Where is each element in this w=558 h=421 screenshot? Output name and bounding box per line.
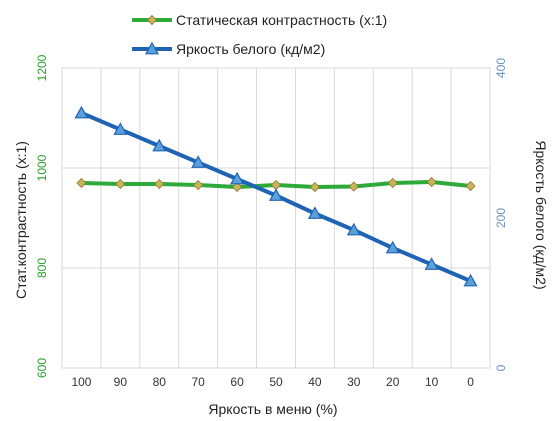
x-tick-label: 10 <box>425 375 439 389</box>
x-tick-label: 90 <box>114 375 128 389</box>
series-1-point <box>76 177 87 189</box>
series-1-point <box>193 179 204 191</box>
x-tick-label: 80 <box>153 375 167 389</box>
legend-marker-2 <box>144 41 160 55</box>
series-2-point <box>463 273 478 287</box>
legend: Статическая контрастность (x:1) Яркость б… <box>132 12 387 57</box>
series-1-point <box>465 180 476 192</box>
series-2-point <box>113 122 128 135</box>
y-right-tick-label: 400 <box>494 58 508 78</box>
grid <box>61 67 491 369</box>
series-1-point <box>270 179 282 191</box>
series-1-point <box>154 178 165 190</box>
legend-marker-1 <box>146 14 158 26</box>
series-2-point <box>230 171 245 185</box>
y-left-tick-label: 1000 <box>35 154 49 181</box>
y-left-tick-labels: 600 800 1000 1200 <box>35 54 49 378</box>
plot-border <box>61 67 491 369</box>
legend-label-2: Яркость белого (кд/м2) <box>176 41 325 57</box>
series-2-point <box>307 206 322 219</box>
series-2-point <box>385 240 400 254</box>
y-right-tick-label: 0 <box>494 364 508 371</box>
x-tick-label: 20 <box>386 375 400 389</box>
y-left-tick-label: 1200 <box>35 54 49 81</box>
x-tick-label: 50 <box>269 375 283 389</box>
x-tick-label: 30 <box>347 375 361 389</box>
series-2-point <box>424 257 439 270</box>
series-2-point <box>268 188 284 201</box>
series-2-point <box>74 105 89 119</box>
y-right-tick-labels: 0 200 400 <box>494 58 508 372</box>
x-axis-title: Яркость в меню (%) <box>208 401 337 417</box>
x-tick-label: 40 <box>308 375 322 389</box>
x-tick-label: 100 <box>71 375 91 389</box>
series-1-point <box>232 181 243 193</box>
series-1-point <box>309 181 320 193</box>
x-tick-labels: 100 90 80 70 60 50 40 30 20 10 0 <box>71 375 474 389</box>
y-left-tick-label: 800 <box>35 258 49 278</box>
series-2-point <box>152 138 167 152</box>
legend-label-1: Статическая контрастность (x:1) <box>176 12 387 28</box>
series-2-point <box>191 155 206 168</box>
x-tick-label: 0 <box>467 375 474 389</box>
series-layer <box>74 105 478 287</box>
y-right-axis-title: Яркость белого (кд/м2) <box>533 140 549 289</box>
y-right-tick-label: 200 <box>494 208 508 228</box>
series-1-point <box>426 176 437 188</box>
y-left-tick-label: 600 <box>35 358 49 378</box>
series-1-point <box>387 177 398 189</box>
series-1-point <box>115 178 126 190</box>
series-1-point <box>348 181 359 192</box>
y-left-axis-title: Стат.контрастность (x:1) <box>13 141 29 299</box>
x-tick-label: 70 <box>192 375 206 389</box>
x-tick-label: 60 <box>230 375 244 389</box>
series-2-point <box>346 222 361 236</box>
